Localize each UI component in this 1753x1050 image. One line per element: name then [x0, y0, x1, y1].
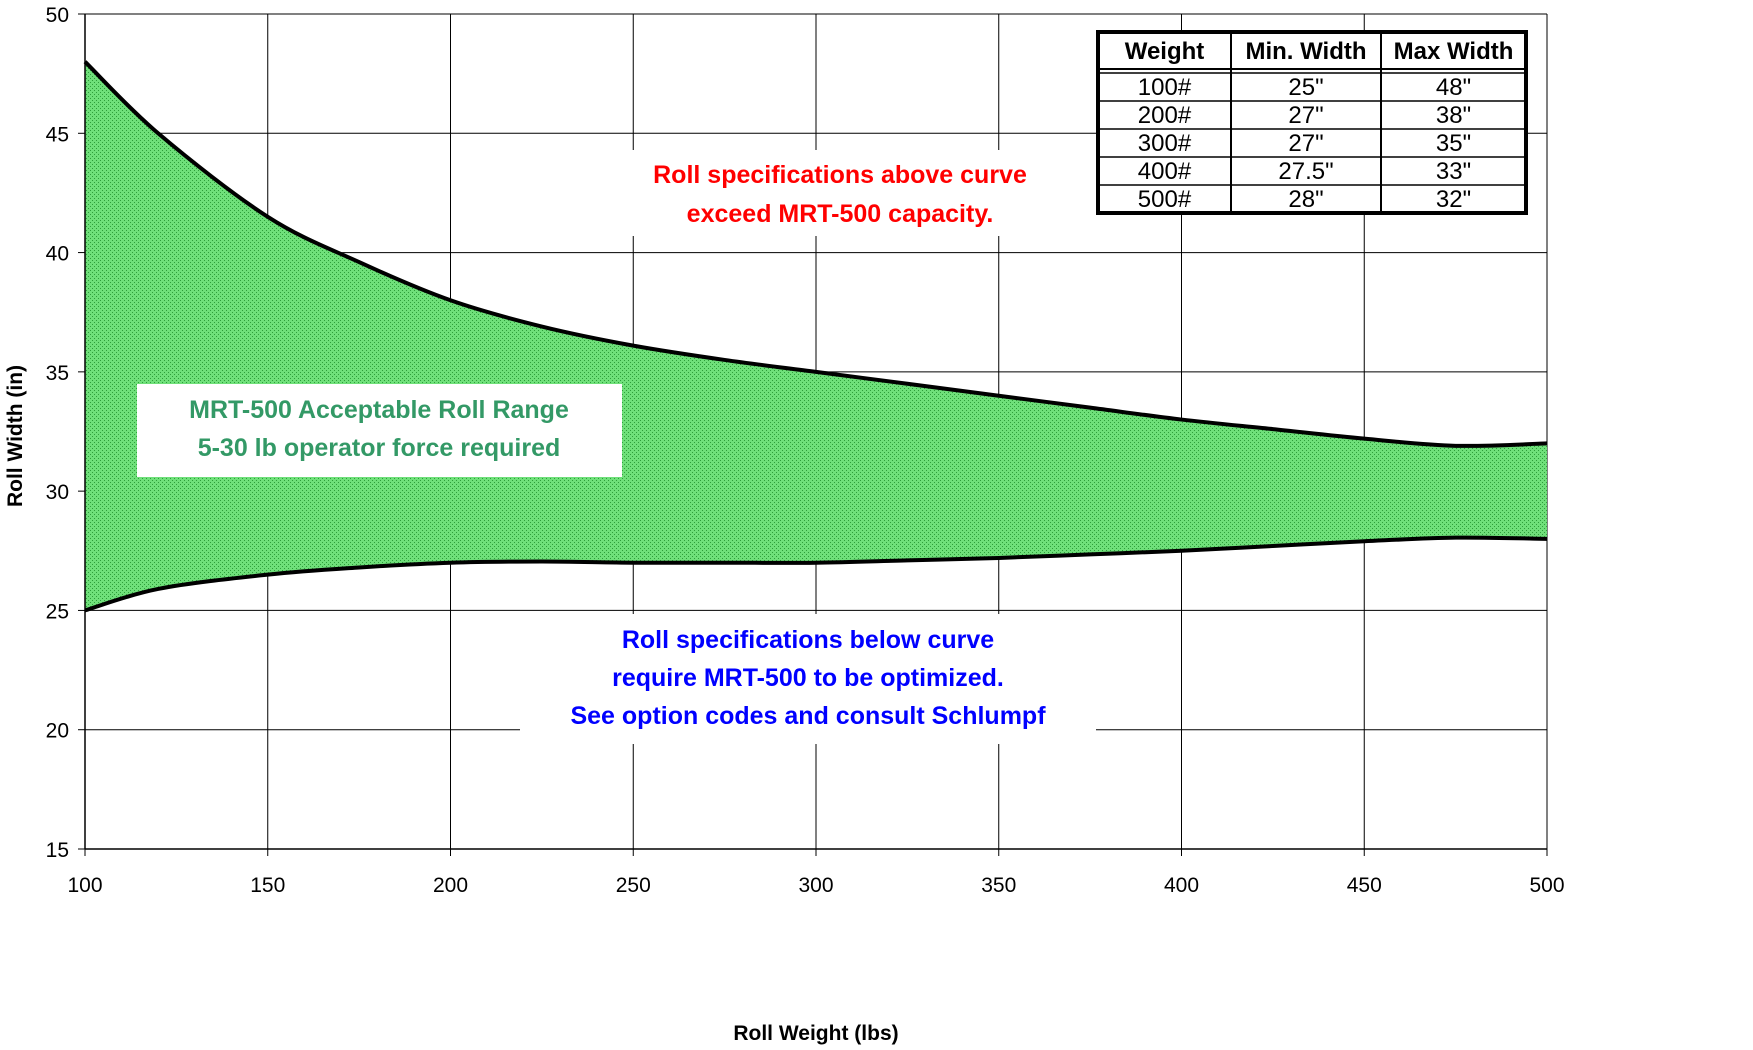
- acceptable-annotation-bg: [137, 384, 622, 477]
- below-annotation-line: See option codes and consult Schlumpf: [570, 702, 1046, 730]
- y-tick-label: 15: [46, 839, 69, 862]
- below-annotation-line: Roll specifications below curve: [622, 626, 994, 654]
- table-cell: 500#: [1138, 186, 1192, 213]
- table-cell: 27": [1288, 130, 1323, 157]
- acceptable-range-annotation: MRT-500 Acceptable Roll Range 5-30 lb op…: [137, 384, 622, 477]
- acceptable-annotation-line: MRT-500 Acceptable Roll Range: [189, 396, 569, 424]
- y-tick-label: 35: [46, 362, 69, 385]
- y-tick-label: 25: [46, 600, 69, 623]
- acceptable-annotation-line: 5-30 lb operator force required: [198, 434, 561, 462]
- above-annotation-line: Roll specifications above curve: [653, 161, 1027, 189]
- x-tick-label: 400: [1164, 874, 1199, 897]
- table-cell: 27": [1288, 102, 1323, 129]
- y-tick-label: 50: [46, 4, 69, 27]
- spec-table: Weight Min. Width Max Width 100# 25" 48" 200# 2…: [1096, 30, 1528, 215]
- table-cell: 400#: [1138, 158, 1192, 185]
- below-annotation-bg: [520, 614, 1096, 744]
- table-cell: 27.5": [1278, 158, 1333, 185]
- x-tick-label: 450: [1347, 874, 1382, 897]
- table-cell: 25": [1288, 74, 1323, 101]
- x-tick-label: 300: [798, 874, 833, 897]
- y-axis-title: Roll Width (in): [4, 365, 27, 507]
- x-tick-label: 200: [433, 874, 468, 897]
- below-curve-annotation: Roll specifications below curve require …: [520, 614, 1096, 744]
- x-tick-label: 500: [1529, 874, 1564, 897]
- table-cell: 48": [1436, 74, 1471, 101]
- y-tick-label: 40: [46, 243, 69, 266]
- above-curve-annotation: Roll specifications above curve exceed M…: [590, 150, 1090, 236]
- table-cell: 300#: [1138, 130, 1192, 157]
- x-tick-label: 150: [250, 874, 285, 897]
- max-width-curve: [83, 60, 1548, 448]
- x-axis-title: Roll Weight (lbs): [733, 1022, 898, 1045]
- table-cell: 100#: [1138, 74, 1192, 101]
- above-annotation-line: exceed MRT-500 capacity.: [687, 200, 994, 228]
- y-tick-label: 45: [46, 123, 69, 146]
- table-cell: 200#: [1138, 102, 1192, 129]
- x-tick-label: 250: [616, 874, 651, 897]
- axis-ticks: 100 150 200 250 300 350 400 450 500 15 20 25 30 35 40 4…: [46, 4, 1565, 897]
- table-border: [1096, 30, 1528, 215]
- min-width-curve: [84, 535, 1548, 613]
- x-tick-label: 100: [67, 874, 102, 897]
- table-cell: 33": [1436, 158, 1471, 185]
- table-header-cell: Max Width: [1394, 38, 1514, 65]
- x-tick-label: 350: [981, 874, 1016, 897]
- table-cell: 32": [1436, 186, 1471, 213]
- y-tick-label: 20: [46, 720, 69, 743]
- y-tick-label: 30: [46, 481, 69, 504]
- above-annotation-bg: [590, 150, 1090, 236]
- table-cell: 28": [1288, 186, 1323, 213]
- table-header-cell: Weight: [1125, 38, 1205, 65]
- table-cell: 38": [1436, 102, 1471, 129]
- table-header-cell: Min. Width: [1245, 38, 1366, 65]
- table-cell: 35": [1436, 130, 1471, 157]
- below-annotation-line: require MRT-500 to be optimized.: [612, 664, 1004, 692]
